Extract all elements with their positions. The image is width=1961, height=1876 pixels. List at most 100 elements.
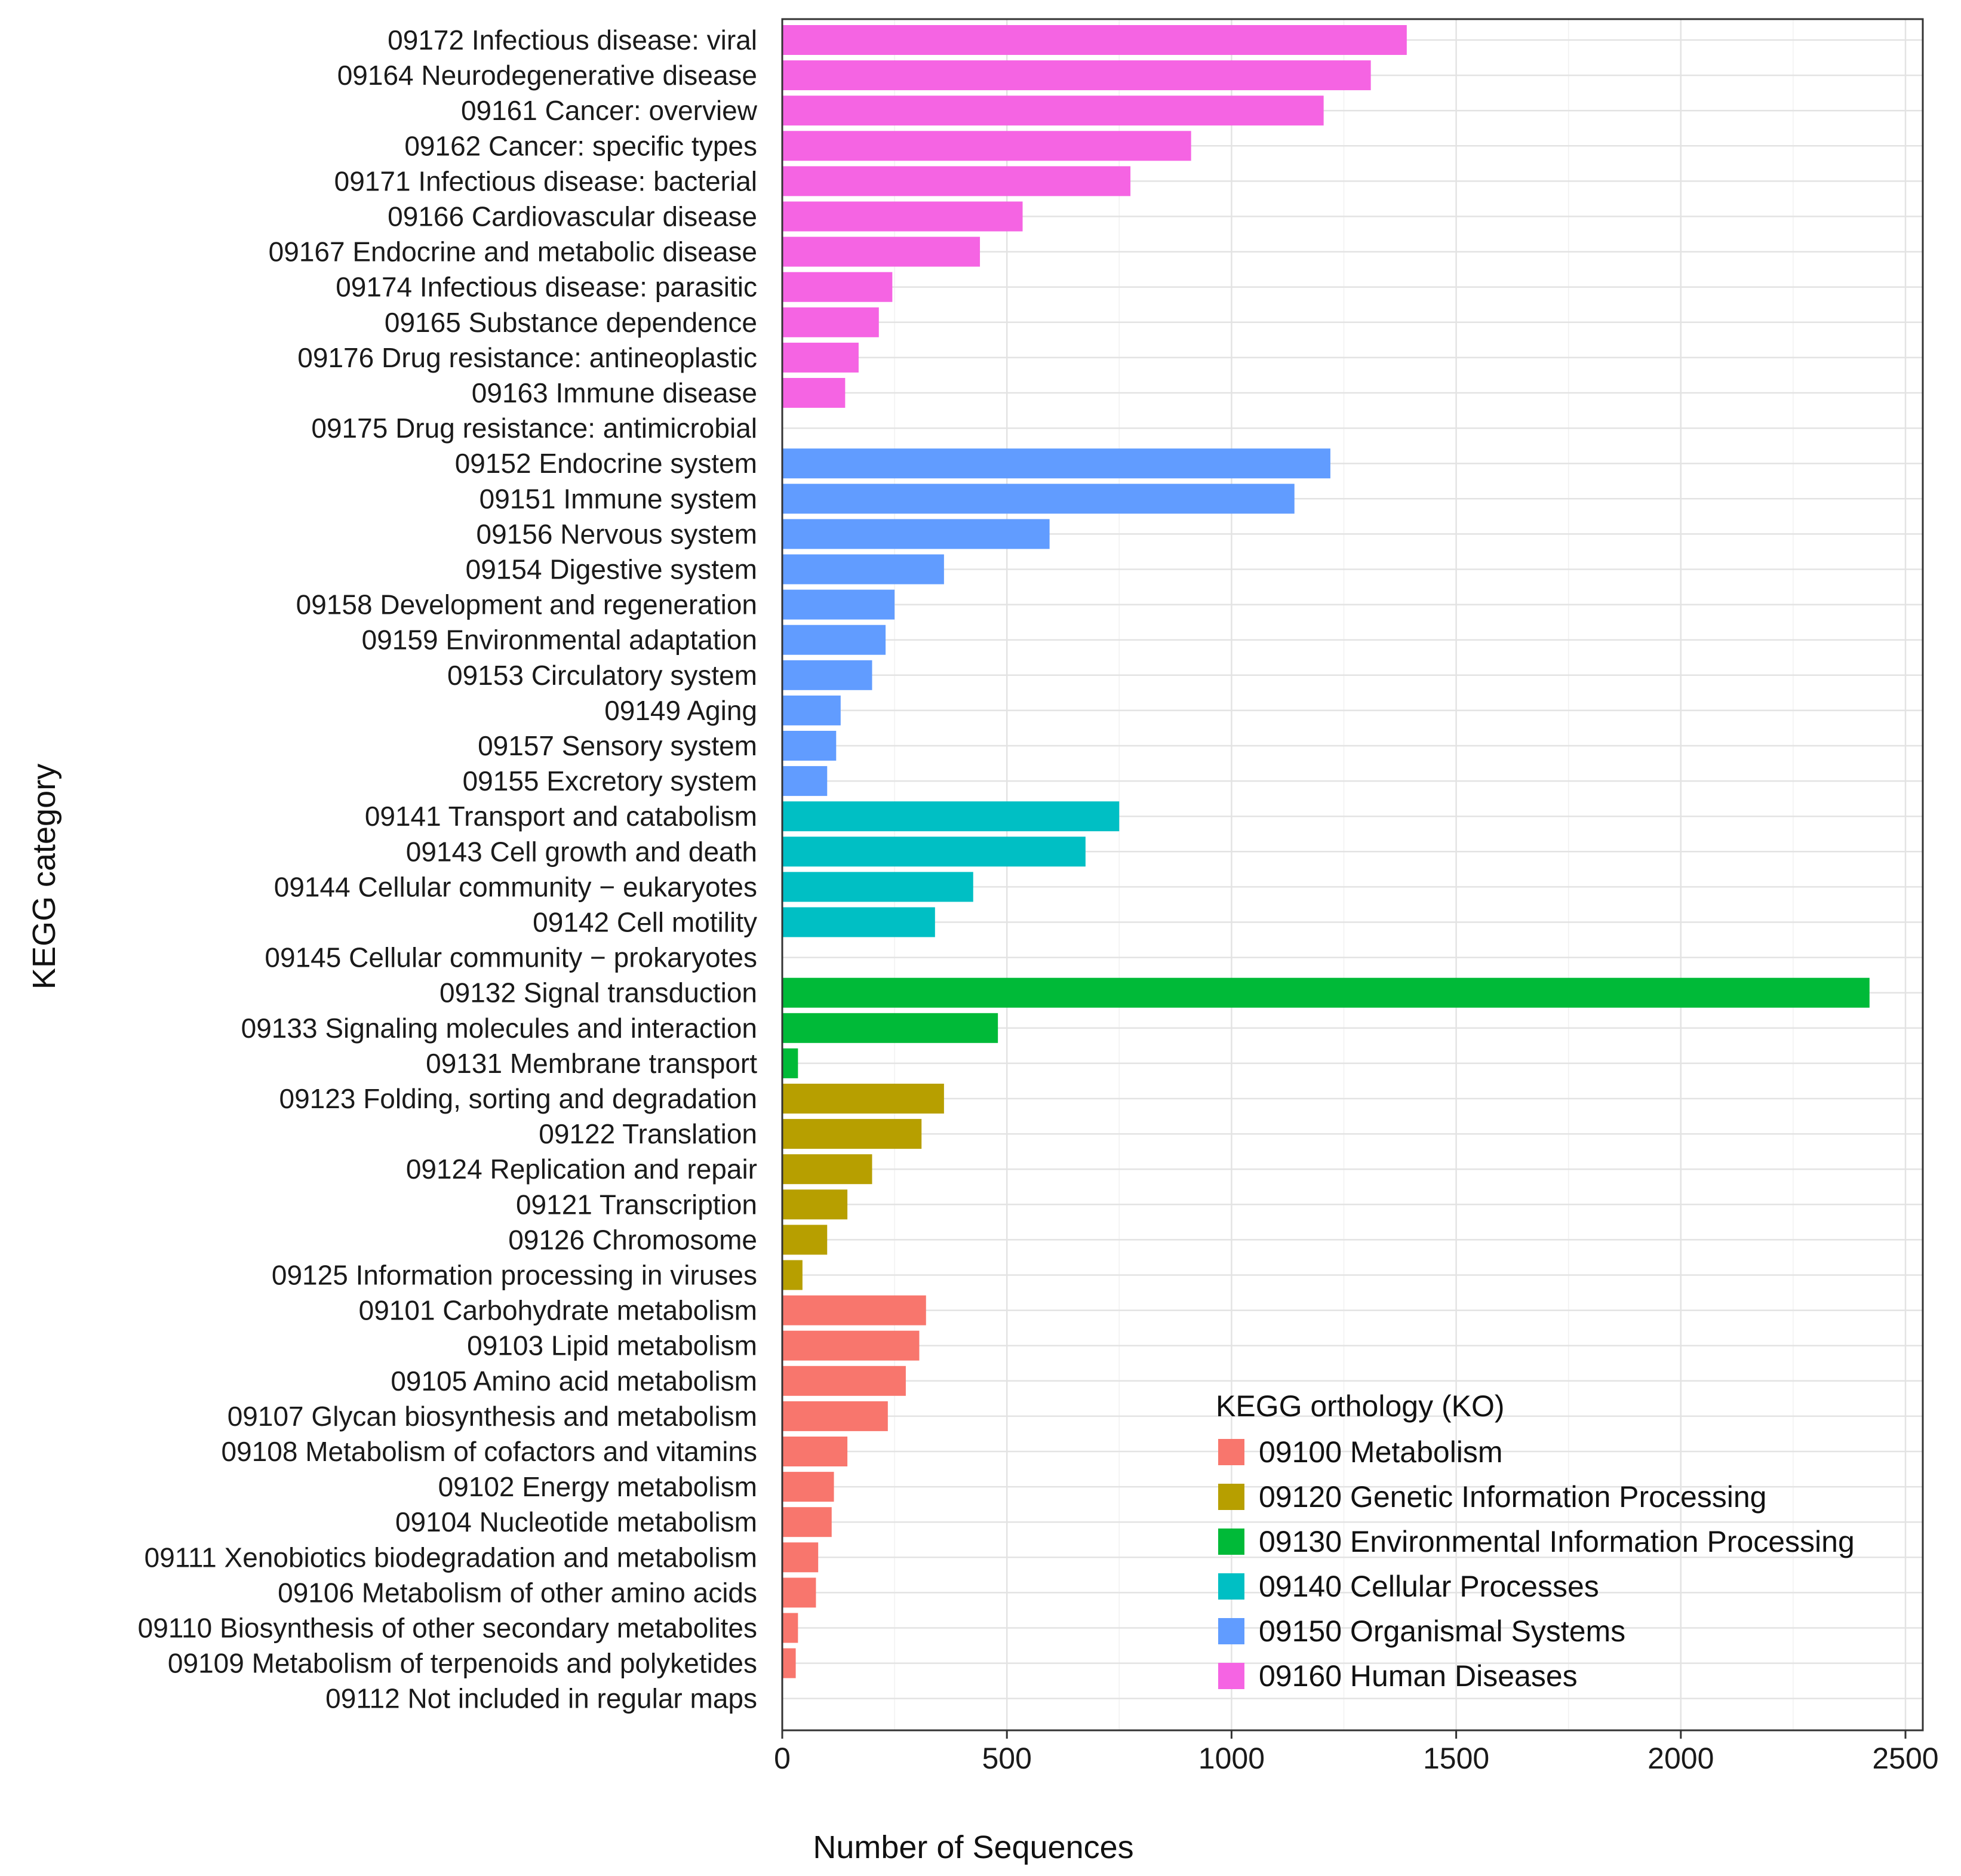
bar [782,272,893,302]
category-label: 09153 Circulatory system [447,660,757,691]
category-label: 09108 Metabolism of cofactors and vitami… [222,1436,757,1467]
x-tick-label: 2500 [1872,1742,1938,1775]
bar [782,342,859,373]
category-label: 09158 Development and regeneration [296,589,757,620]
category-label: 09131 Membrane transport [426,1048,757,1079]
x-tick-label: 1000 [1198,1742,1265,1775]
category-label: 09154 Digestive system [466,554,757,585]
category-label: 09122 Translation [539,1118,757,1149]
bar [782,1013,998,1043]
category-label: 09109 Metabolism of terpenoids and polyk… [168,1648,757,1679]
bar [782,801,1120,832]
bar [782,977,1870,1008]
category-label: 09149 Aging [604,695,757,726]
category-label: 09145 Cellular community − prokaryotes [265,942,757,973]
bar [782,589,895,620]
bar [782,554,944,585]
legend-label: 09140 Cellular Processes [1259,1570,1599,1603]
category-label: 09112 Not included in regular maps [325,1683,757,1714]
bar [782,836,1086,867]
bar [782,1260,803,1290]
bar [782,1119,922,1149]
category-label: 09143 Cell growth and death [406,836,757,867]
legend-swatch [1218,1618,1244,1644]
category-label: 09111 Xenobiotics biodegradation and met… [145,1542,757,1573]
category-label: 09144 Cellular community − eukaryotes [274,871,757,902]
bar [782,60,1371,91]
x-axis-title: Number of Sequences [813,1829,1133,1865]
category-label: 09126 Chromosome [508,1224,757,1255]
bar [782,695,841,725]
category-label: 09166 Cardiovascular disease [388,201,757,232]
y-axis-title: KEGG category [26,764,62,989]
category-label: 09159 Environmental adaptation [362,625,757,656]
legend: KEGG orthology (KO) 09100 Metabolism 0912… [1216,1389,1855,1693]
x-tick-label: 500 [982,1742,1031,1775]
bar [782,766,828,796]
bar [782,1225,828,1255]
bar [782,236,980,267]
bar [782,872,973,902]
category-label: 09175 Drug resistance: antimicrobial [311,413,757,444]
bar [782,1577,816,1608]
category-label: 09133 Signaling molecules and interactio… [241,1013,757,1044]
bar [782,1542,819,1573]
bar [782,25,1407,55]
legend-label: 09120 Genetic Information Processing [1259,1480,1767,1514]
category-label: 09164 Neurodegenerative disease [337,60,757,91]
legend-swatch [1218,1663,1244,1689]
bar [782,1401,888,1431]
category-label: 09141 Transport and catabolism [365,801,757,832]
bar [782,1366,906,1396]
category-labels: 09172 Infectious disease: viral 09164 Neu… [138,24,758,1714]
bar [782,1507,832,1537]
legend-title: KEGG orthology (KO) [1216,1389,1505,1423]
bar [782,1084,944,1114]
bar [782,907,935,937]
bars [782,25,1870,1678]
bar [782,625,886,655]
bar [782,1154,872,1185]
category-label: 09162 Cancer: specific types [404,130,757,161]
category-label: 09151 Immune system [480,483,757,514]
legend-label: 09160 Human Diseases [1259,1659,1578,1693]
bar [782,1613,798,1643]
category-label: 09161 Cancer: overview [461,95,758,126]
bar [782,660,872,690]
bar [782,1648,796,1678]
legend-swatch [1218,1484,1244,1510]
category-label: 09106 Metabolism of other amino acids [278,1577,757,1608]
bar [782,448,1330,479]
category-label: 09171 Infectious disease: bacterial [334,165,757,196]
grid-lines [782,19,1923,1730]
legend-swatch [1218,1573,1244,1600]
category-label: 09174 Infectious disease: parasitic [336,272,757,303]
category-label: 09165 Substance dependence [385,307,757,338]
bar [782,1330,920,1361]
category-label: 09107 Glycan biosynthesis and metabolism [228,1401,757,1432]
category-label: 09167 Endocrine and metabolic disease [269,236,757,267]
bar [782,96,1324,126]
category-label: 09104 Nucleotide metabolism [395,1506,757,1537]
category-label: 09123 Folding, sorting and degradation [279,1083,758,1114]
category-label: 09176 Drug resistance: antineoplastic [297,342,757,373]
category-label: 09172 Infectious disease: viral [388,24,757,56]
bar [782,1048,798,1078]
x-axis-ticks: 0 500 1000 1500 2000 2500 [774,1730,1939,1775]
bar [782,484,1295,514]
category-label: 09125 Information processing in viruses [272,1260,757,1291]
category-label: 09124 Replication and repair [406,1154,757,1185]
bar [782,166,1131,196]
category-label: 09156 Nervous system [477,518,757,549]
x-tick-label: 1500 [1423,1742,1489,1775]
legend-label: 09130 Environmental Information Processi… [1259,1525,1855,1558]
category-label: 09155 Excretory system [463,765,757,796]
legend-swatch [1218,1529,1244,1555]
category-label: 09142 Cell motility [533,907,757,938]
category-label: 09102 Energy metabolism [438,1471,757,1502]
legend-swatch [1218,1439,1244,1465]
legend-label: 09100 Metabolism [1259,1435,1503,1469]
bar [782,307,879,337]
